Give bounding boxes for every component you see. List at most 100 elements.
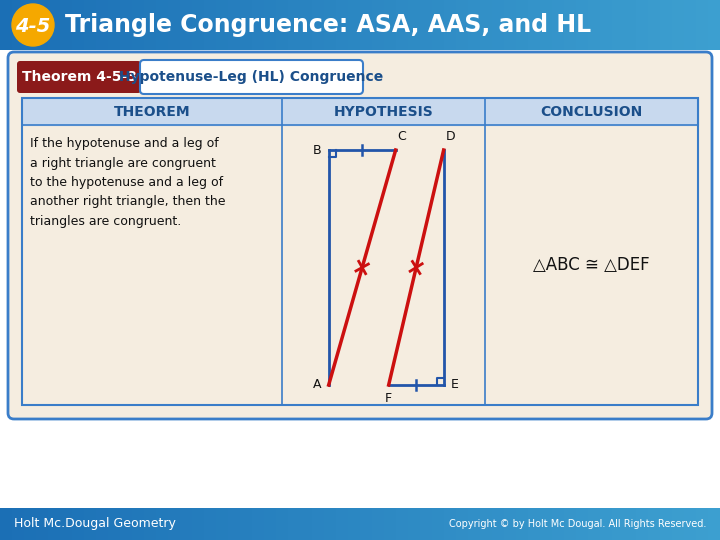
Bar <box>348 508 361 540</box>
Bar <box>648 0 661 50</box>
Bar <box>264 508 277 540</box>
Bar <box>108 0 121 50</box>
Bar <box>72 0 85 50</box>
Bar <box>0 508 13 540</box>
Bar <box>456 0 469 50</box>
Text: D: D <box>446 130 455 143</box>
Bar <box>540 0 553 50</box>
Text: Holt Mc.Dougal Geometry: Holt Mc.Dougal Geometry <box>14 517 176 530</box>
Bar <box>708 0 720 50</box>
Bar <box>192 0 205 50</box>
Bar <box>300 0 313 50</box>
Bar <box>108 508 121 540</box>
Bar <box>204 508 217 540</box>
Bar <box>528 0 541 50</box>
Bar <box>312 0 325 50</box>
Bar <box>288 0 301 50</box>
Bar <box>504 508 517 540</box>
Bar <box>636 0 649 50</box>
Text: HYPOTHESIS: HYPOTHESIS <box>334 105 433 118</box>
Bar <box>22 98 698 125</box>
Bar <box>372 508 385 540</box>
Bar <box>216 508 229 540</box>
Bar <box>612 508 625 540</box>
Bar <box>396 0 409 50</box>
Bar <box>396 508 409 540</box>
Bar <box>204 0 217 50</box>
Text: △ABC ≅ △DEF: △ABC ≅ △DEF <box>534 256 650 274</box>
Bar <box>240 508 253 540</box>
Bar <box>264 0 277 50</box>
Bar <box>696 0 709 50</box>
Bar <box>672 0 685 50</box>
Text: B: B <box>313 144 322 157</box>
Bar <box>432 0 445 50</box>
Bar <box>72 508 85 540</box>
Bar <box>468 0 481 50</box>
Bar <box>552 0 565 50</box>
Bar <box>432 508 445 540</box>
Text: 4-5: 4-5 <box>15 17 50 36</box>
Bar <box>84 0 97 50</box>
Bar <box>252 508 265 540</box>
Text: A: A <box>313 379 322 392</box>
Bar <box>300 508 313 540</box>
Bar <box>360 0 373 50</box>
Bar <box>600 508 613 540</box>
Bar <box>48 0 61 50</box>
Bar <box>684 0 697 50</box>
Bar <box>576 0 589 50</box>
Bar <box>240 0 253 50</box>
Bar <box>612 0 625 50</box>
Bar <box>624 508 637 540</box>
Bar <box>216 0 229 50</box>
Bar <box>288 508 301 540</box>
Bar <box>552 508 565 540</box>
Bar <box>600 0 613 50</box>
Bar <box>36 508 49 540</box>
Bar <box>636 508 649 540</box>
Bar <box>444 0 457 50</box>
Text: CONCLUSION: CONCLUSION <box>541 105 643 118</box>
Bar <box>480 0 493 50</box>
Bar <box>516 0 529 50</box>
Bar <box>372 0 385 50</box>
Bar <box>156 508 169 540</box>
Bar <box>96 0 109 50</box>
Bar <box>36 0 49 50</box>
Bar <box>180 508 193 540</box>
Bar <box>408 508 421 540</box>
Bar <box>564 508 577 540</box>
Bar <box>444 508 457 540</box>
Bar <box>360 508 373 540</box>
Bar <box>660 508 673 540</box>
Bar <box>336 508 349 540</box>
Bar <box>22 98 698 405</box>
Bar <box>708 508 720 540</box>
Bar <box>168 0 181 50</box>
Bar <box>420 508 433 540</box>
Bar <box>420 0 433 50</box>
Bar <box>48 508 61 540</box>
Circle shape <box>12 4 54 46</box>
Bar <box>696 508 709 540</box>
Bar <box>648 508 661 540</box>
Bar <box>672 508 685 540</box>
Bar <box>504 0 517 50</box>
Text: THEOREM: THEOREM <box>114 105 191 118</box>
Bar <box>24 508 37 540</box>
Bar <box>24 0 37 50</box>
Bar <box>588 0 601 50</box>
Bar <box>492 0 505 50</box>
Bar <box>144 0 157 50</box>
Bar <box>0 0 13 50</box>
Bar <box>228 0 241 50</box>
Bar <box>324 508 337 540</box>
Bar <box>384 0 397 50</box>
Bar <box>120 508 133 540</box>
Bar <box>336 0 349 50</box>
Bar <box>348 0 361 50</box>
Bar <box>12 0 25 50</box>
FancyBboxPatch shape <box>17 61 141 93</box>
Text: F: F <box>385 392 392 405</box>
